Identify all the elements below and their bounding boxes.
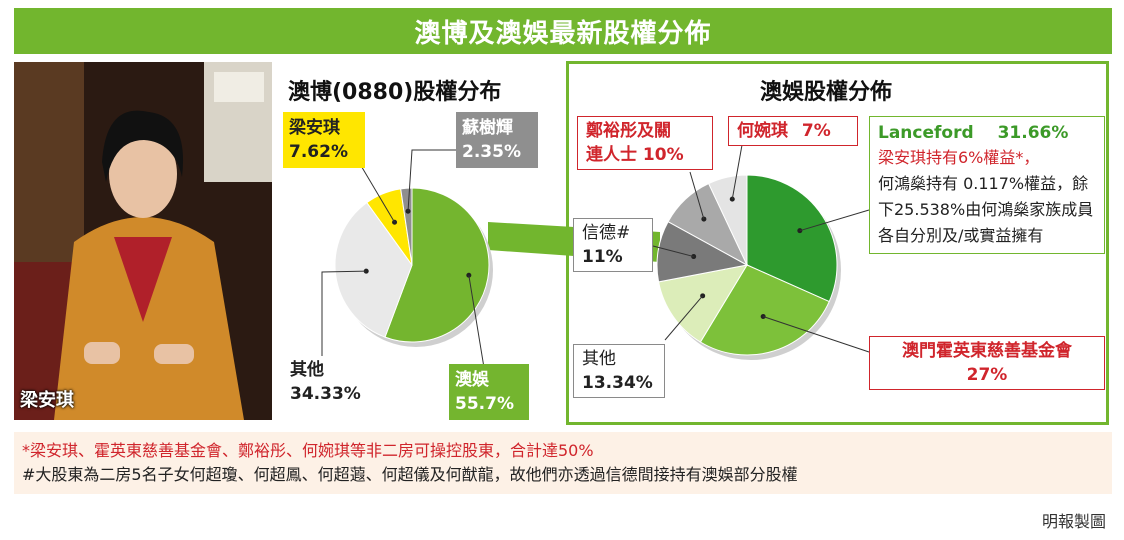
label-stdm-lanceford-head: Lanceford 31.66% xyxy=(878,121,1096,145)
sjm-pie-slice-1 xyxy=(334,201,413,338)
label-stdm-shunde-name: 信德# xyxy=(582,223,631,243)
label-sjm-other: 其他 34.33% xyxy=(284,356,370,408)
label-sjm-stdm: 澳娛 55.7% xyxy=(449,364,529,420)
stdm-leader-cheng xyxy=(689,171,705,220)
stdm-leader-hyt xyxy=(763,316,870,353)
footnotes: *梁安琪、霍英東慈善基金會、鄭裕彤、何婉琪等非二房可操控股東，合計達50% #大… xyxy=(14,432,1112,494)
sjm-leader-other xyxy=(321,270,367,356)
label-stdm-lanceford-pct: 31.66% xyxy=(997,123,1069,143)
stdm-leader-shunde xyxy=(652,245,694,258)
stdm-leader-lanceford xyxy=(799,209,870,232)
footnote-1: *梁安琪、霍英東慈善基金會、鄭裕彤、何婉琪等非二房可操控股東，合計達50% xyxy=(22,441,594,460)
label-stdm-other-name: 其他 xyxy=(582,349,616,369)
portrait-photo: 梁安琪 xyxy=(14,62,272,420)
label-sjm-so: 蘇樹輝 2.35% xyxy=(456,112,538,168)
label-stdm-lanceford-note: 何鴻燊持有 0.117%權益，餘下25.538%由何鴻燊家族成員各自分別及/或實… xyxy=(878,174,1094,245)
label-stdm-cheng-line2: 連人士 10% xyxy=(586,143,704,167)
label-sjm-other-name: 其他 xyxy=(290,360,324,380)
label-stdm-shunde-pct: 11% xyxy=(582,247,623,267)
stdm-leader-ho xyxy=(731,144,743,200)
label-sjm-liang-pct: 7.62% xyxy=(289,142,348,162)
label-sjm-so-pct: 2.35% xyxy=(462,142,521,162)
label-stdm-lanceford-note-red: 梁安琪持有6%權益*， xyxy=(878,148,1040,167)
label-stdm-ho-pct: 7% xyxy=(801,121,831,141)
banner-title: 澳博及澳娛最新股權分佈 xyxy=(14,8,1112,54)
label-stdm-lanceford-name: Lanceford xyxy=(878,123,974,143)
stdm-leader-other xyxy=(664,295,704,341)
label-stdm-other: 其他 13.34% xyxy=(573,344,665,398)
label-stdm-other-pct: 13.34% xyxy=(582,373,653,393)
label-sjm-stdm-name: 澳娛 xyxy=(455,370,489,390)
sjm-pie-slice-0 xyxy=(384,187,490,343)
portrait-illustration xyxy=(14,62,272,420)
label-sjm-liang: 梁安琪 7.62% xyxy=(283,112,365,168)
label-stdm-ho: 何婉琪 7% xyxy=(728,116,858,146)
stdm-pie-slice-0 xyxy=(746,174,838,303)
stdm-pie xyxy=(656,174,841,360)
stdm-chart-title: 澳娛股權分佈 xyxy=(760,80,893,105)
sjm-pie-slice-3 xyxy=(400,187,413,266)
label-stdm-hyt-name: 澳門霍英東慈善基金會 xyxy=(902,341,1072,361)
label-stdm-cheng-pct: 10% xyxy=(642,145,684,165)
label-stdm-hyt-pct: 27% xyxy=(966,365,1008,385)
label-stdm-cheng: 鄭裕彤及關 連人士 10% xyxy=(577,116,713,170)
leader-lines xyxy=(321,144,870,393)
sjm-pie xyxy=(334,187,493,347)
stdm-pie-slice-5 xyxy=(708,174,748,266)
label-stdm-shunde: 信德# 11% xyxy=(573,218,653,272)
footnote-2: #大股東為二房5名子女何超瓊、何超鳳、何超蕸、何超儀及何猷龍，故他們亦透過信德間… xyxy=(22,465,798,484)
label-sjm-other-pct: 34.33% xyxy=(290,384,361,404)
label-stdm-ho-name: 何婉琪 xyxy=(737,121,788,141)
photo-caption: 梁安琪 xyxy=(20,390,74,411)
label-stdm-cheng-line2-text: 連人士 xyxy=(586,145,637,165)
label-stdm-lanceford: Lanceford 31.66% 梁安琪持有6%權益*， 何鴻燊持有 0.117… xyxy=(869,116,1105,254)
credit: 明報製圖 xyxy=(1041,512,1106,531)
stdm-pie-slice-2 xyxy=(658,264,749,343)
label-sjm-liang-name: 梁安琪 xyxy=(289,118,340,138)
sjm-leader-liang xyxy=(359,163,395,223)
stdm-pie-slice-1 xyxy=(699,264,830,356)
label-sjm-so-name: 蘇樹輝 xyxy=(462,118,513,138)
label-stdm-hyt: 澳門霍英東慈善基金會 27% xyxy=(869,336,1105,390)
label-sjm-stdm-pct: 55.7% xyxy=(455,394,514,414)
sjm-leader-so xyxy=(407,149,456,212)
sjm-chart-title: 澳博(0880)股權分布 xyxy=(288,80,502,105)
label-stdm-cheng-line1: 鄭裕彤及關 xyxy=(586,121,671,141)
